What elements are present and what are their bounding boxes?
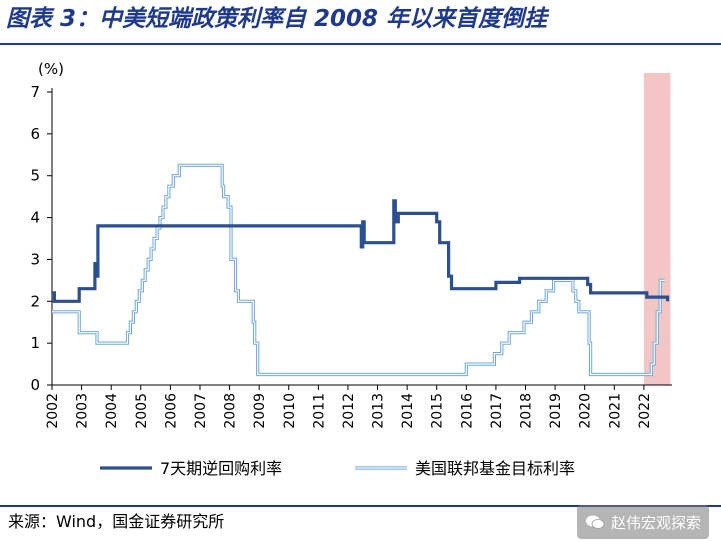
y-tick-label: 1: [30, 334, 40, 352]
source-note: 来源：Wind，国金证券研究所: [8, 512, 225, 531]
axis-layer: (%) 0 1 2 3 4 5 6 7 2002 2003 2004 2005 2006 2007 2008 2…: [30, 60, 672, 429]
y-tick-label: 2: [30, 292, 40, 310]
x-tick-label: 2022: [637, 393, 653, 429]
x-tick-label: 2009: [252, 393, 268, 429]
y-tick-label: 6: [30, 125, 40, 143]
series-layer: [52, 163, 670, 377]
legend-label-china: 7天期逆回购利率: [160, 459, 282, 478]
wechat-icon: [585, 515, 605, 529]
x-tick-label: 2008: [223, 393, 239, 429]
x-tick-label: 2010: [282, 393, 298, 429]
y-tick-label: 7: [30, 83, 40, 101]
x-tick-label: 2011: [311, 393, 327, 429]
x-tick-label: 2003: [75, 393, 91, 429]
x-tick-label: 2004: [104, 393, 120, 429]
y-tick-label: 4: [30, 209, 40, 227]
rate-chart: (%) 0 1 2 3 4 5 6 7 2002 2003 2004 2005 2006 2007 2008 2…: [30, 60, 672, 478]
x-tick-label: 2014: [400, 393, 416, 429]
x-tick-label: 2020: [578, 393, 594, 429]
x-tick-label: 2021: [607, 393, 623, 429]
y-tick-label: 0: [30, 376, 40, 394]
watermark-badge: 赵伟宏观探索: [576, 505, 709, 539]
footer-divider: [0, 505, 721, 507]
x-tick-label: 2017: [489, 393, 505, 429]
x-tick-label: 2018: [519, 393, 535, 429]
us-fed-rate-line-inner: [52, 164, 665, 376]
x-tick-label: 2013: [371, 393, 387, 429]
x-tick-label: 2012: [341, 393, 357, 429]
x-tick-label: 2019: [548, 393, 564, 429]
x-tick-label: 2006: [163, 393, 179, 429]
china-reverse-repo-line: [52, 199, 670, 303]
title-divider: [0, 43, 721, 45]
y-tick-label: 5: [30, 167, 40, 185]
x-tick-label: 2007: [193, 393, 209, 429]
legend-label-us: 美国联邦基金目标利率: [415, 459, 575, 478]
y-axis-unit-label: (%): [38, 60, 64, 78]
x-tick-label: 2016: [459, 393, 475, 429]
y-tick-label: 3: [30, 250, 40, 268]
x-tick-label: 2002: [45, 393, 61, 429]
watermark-text: 赵伟宏观探索: [610, 513, 701, 532]
page-title: 图表 3：中美短端政策利率自 2008 年以来首度倒挂: [6, 6, 548, 32]
legend-layer: 7天期逆回购利率 美国联邦基金目标利率: [100, 459, 575, 478]
us-fed-rate-line-outer: [52, 163, 665, 377]
x-tick-label: 2005: [134, 393, 150, 429]
x-tick-label: 2015: [430, 393, 446, 429]
